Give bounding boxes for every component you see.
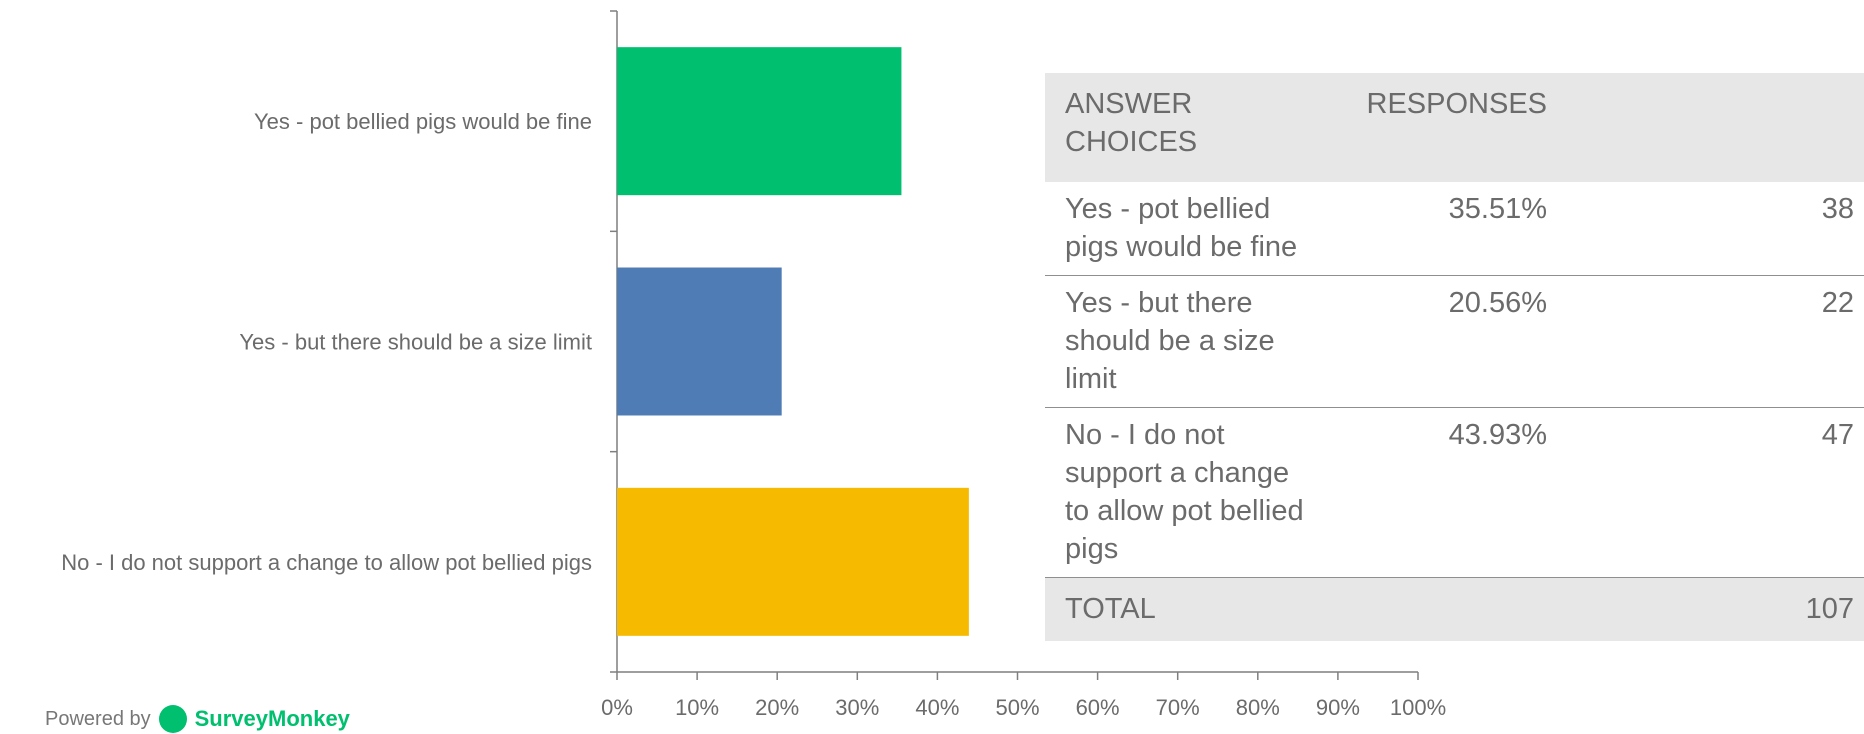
x-tick-label: 30%	[835, 695, 879, 719]
table-total-row: TOTAL 107	[1045, 577, 1864, 641]
table-row: No - I do not support a change to allow …	[1045, 408, 1864, 578]
bar-chart: 0% 10% 20% 30% 40% 50% 60% 70% 80% 90% 100% Yes - p…	[61, 10, 1446, 719]
total-value: 107	[1805, 593, 1854, 625]
x-tick-label: 20%	[755, 695, 799, 719]
surveymonkey-logo-icon	[158, 705, 187, 733]
x-tick-label: 40%	[915, 695, 959, 719]
row-percent: 35.51%	[1448, 193, 1547, 225]
row-count: 38	[1821, 193, 1854, 225]
brand-name: SurveyMonkey	[194, 706, 350, 731]
powered-by-branding: Powered by SurveyMonkey	[45, 704, 350, 734]
x-tick-label: 100%	[1390, 695, 1446, 719]
row-percent: 20.56%	[1448, 287, 1547, 319]
x-tick-label: 10%	[675, 695, 719, 719]
x-tick-label: 0%	[601, 695, 633, 719]
category-label: Yes - pot bellied pigs would be fine	[254, 109, 592, 134]
table-row: Yes - pot bellied pigs would be fine 35.…	[1045, 182, 1864, 276]
bar	[617, 487, 969, 636]
table-header-row: ANSWER CHOICES RESPONSES	[1045, 73, 1864, 182]
row-count: 22	[1821, 287, 1854, 319]
responses-table: ANSWER CHOICES RESPONSES Yes - pot belli…	[1045, 73, 1864, 641]
header-responses: RESPONSES	[1366, 88, 1548, 120]
powered-by-text: Powered by	[45, 707, 151, 730]
x-tick-label: 50%	[995, 695, 1039, 719]
x-tick-label: 90%	[1316, 695, 1360, 719]
total-spacer	[1305, 578, 1547, 641]
row-count: 47	[1821, 419, 1854, 451]
row-choice: Yes - pot bellied pigs would be fine	[1065, 193, 1298, 263]
bar	[617, 47, 902, 196]
row-percent: 43.93%	[1448, 419, 1547, 451]
row-choice: No - I do not support a change to allow …	[1065, 419, 1304, 565]
bar	[617, 267, 782, 416]
total-label: TOTAL	[1065, 593, 1156, 625]
table-row: Yes - but there should be a size limit 2…	[1045, 276, 1864, 408]
header-count	[1547, 73, 1864, 182]
category-label: No - I do not support a change to allow …	[61, 550, 592, 575]
header-answer-choices: ANSWER CHOICES	[1065, 88, 1198, 158]
x-tick-label: 80%	[1236, 695, 1280, 719]
row-choice: Yes - but there should be a size limit	[1065, 287, 1275, 395]
category-label: Yes - but there should be a size limit	[239, 330, 592, 355]
x-tick-label: 70%	[1156, 695, 1200, 719]
x-tick-label: 60%	[1076, 695, 1120, 719]
